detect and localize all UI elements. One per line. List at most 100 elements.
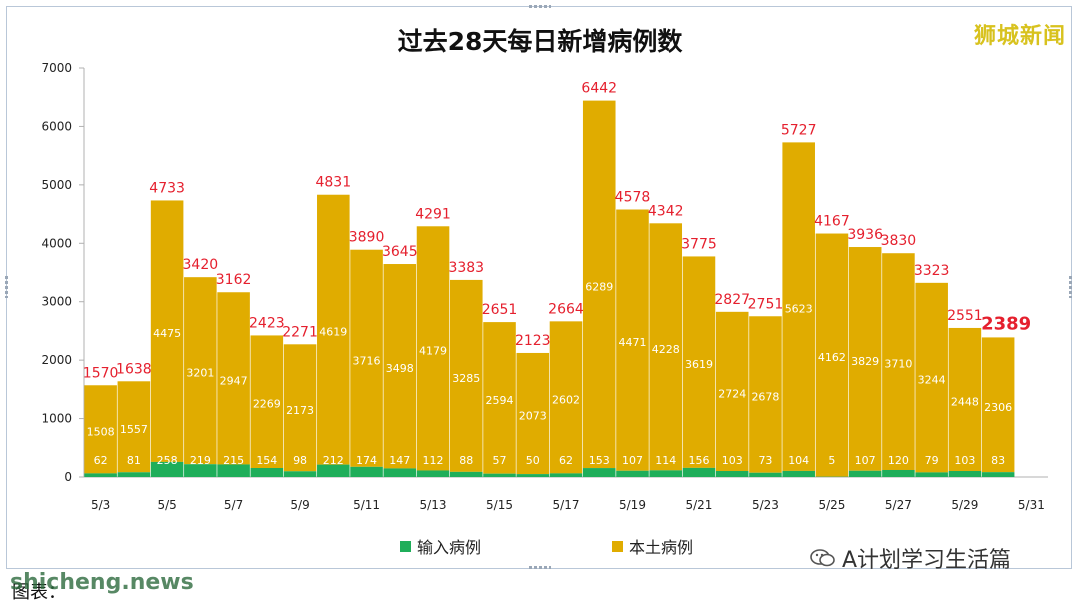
resize-handle-right[interactable]	[1069, 276, 1072, 298]
bar-imported	[84, 473, 117, 477]
data-label-total: 2551	[947, 308, 983, 324]
y-tick-label: 5000	[41, 178, 72, 192]
bar-imported	[150, 461, 184, 477]
data-label-total: 1638	[116, 361, 152, 377]
y-tick-label: 0	[64, 470, 72, 484]
data-label-total: 3830	[881, 233, 917, 249]
data-label-total: 3162	[216, 272, 252, 288]
bar-local	[915, 282, 948, 473]
data-label-total: 3323	[914, 263, 950, 279]
wechat-account: A计划学习生活篇	[810, 542, 1011, 574]
resize-handle-bottom[interactable]	[529, 566, 551, 569]
data-label-local: 2073	[519, 410, 547, 423]
bar-imported	[682, 467, 716, 477]
x-tick-label: 5/25	[818, 498, 845, 512]
bar-imported	[416, 470, 450, 477]
data-label-imported: 103	[954, 454, 975, 467]
wechat-icon	[810, 549, 835, 567]
y-tick-label: 7000	[41, 61, 72, 75]
data-label-local: 2947	[220, 374, 248, 387]
data-label-imported: 156	[688, 454, 709, 467]
bar-imported	[915, 472, 948, 477]
data-label-total: 3383	[448, 260, 484, 276]
bar-local	[682, 256, 716, 468]
bar-imported	[616, 470, 649, 477]
data-label-total: 2271	[282, 324, 318, 340]
bar-local	[882, 253, 915, 470]
wechat-account-name: A计划学习生活篇	[842, 548, 1012, 573]
bar-local	[815, 233, 849, 477]
x-tick-label: 5/21	[685, 498, 712, 512]
data-label-local: 4179	[419, 344, 447, 357]
data-label-total: 4342	[648, 203, 684, 219]
bar-imported	[715, 470, 749, 477]
data-label-imported: 104	[788, 454, 809, 467]
bar-local	[483, 322, 516, 474]
data-label-imported: 103	[722, 454, 743, 467]
data-label-total: 2751	[748, 296, 784, 312]
bar-imported	[383, 468, 417, 477]
bar-local	[516, 352, 550, 475]
data-label-total: 2423	[249, 315, 285, 331]
data-label-local: 3829	[851, 355, 879, 368]
data-label-imported: 73	[758, 454, 772, 467]
data-label-local: 2724	[718, 387, 746, 400]
data-label-total: 4291	[415, 206, 451, 222]
bar-imported	[350, 466, 383, 477]
bar-imported	[516, 474, 550, 477]
legend-item-imported: 输入病例	[400, 534, 481, 558]
bar-imported	[882, 469, 915, 477]
bar-local	[981, 337, 1015, 473]
data-label-imported: 219	[190, 454, 211, 467]
data-label-imported: 98	[293, 454, 307, 467]
data-label-imported: 62	[94, 454, 108, 467]
data-label-local: 6289	[585, 280, 613, 293]
bar-imported	[549, 473, 583, 477]
bar-local	[749, 316, 782, 473]
data-label-imported: 88	[459, 454, 473, 467]
y-tick-label: 1000	[41, 412, 72, 426]
data-label-total: 2651	[482, 302, 518, 318]
data-label-total: 4733	[149, 180, 185, 196]
bar-local	[350, 249, 383, 467]
y-tick-label: 3000	[41, 295, 72, 309]
data-label-imported: 5	[828, 454, 835, 467]
x-tick-label: 5/19	[619, 498, 646, 512]
bar-local	[449, 279, 483, 472]
bar-imported	[250, 468, 284, 477]
bar-local	[217, 292, 250, 465]
data-label-total: 3890	[349, 230, 385, 246]
data-label-total: 2123	[515, 333, 551, 349]
bar-local	[549, 321, 583, 474]
bar-local	[416, 226, 450, 471]
x-tick-label: 5/7	[224, 498, 243, 512]
bar-local	[582, 100, 616, 469]
bar-local	[616, 209, 649, 471]
data-label-local: 3710	[884, 358, 912, 371]
bar-local	[150, 200, 184, 462]
bar-imported	[483, 473, 516, 477]
watermark: shicheng.news	[10, 570, 194, 595]
resize-handle-left[interactable]	[5, 276, 8, 298]
bar-local	[383, 264, 417, 469]
data-label-local: 1557	[120, 423, 148, 436]
legend-swatch-local	[612, 540, 623, 552]
data-label-local: 1508	[87, 425, 115, 438]
resize-handle-top[interactable]	[529, 5, 551, 8]
data-label-local: 2173	[286, 404, 314, 417]
bar-imported	[782, 470, 815, 477]
data-label-local: 2269	[253, 398, 281, 411]
x-tick-label: 5/5	[157, 498, 176, 512]
bar-local	[649, 223, 683, 471]
x-tick-label: 5/27	[885, 498, 912, 512]
legend-label-imported: 输入病例	[417, 538, 482, 557]
data-label-local: 3201	[186, 367, 214, 380]
data-label-imported: 154	[256, 454, 277, 467]
data-label-imported: 258	[157, 454, 178, 467]
data-label-total: 1570	[83, 365, 119, 381]
bar-local	[250, 335, 284, 469]
chart-caption: 图表：	[12, 582, 66, 603]
bar-imported	[317, 464, 350, 477]
data-label-total: 4167	[814, 214, 850, 230]
